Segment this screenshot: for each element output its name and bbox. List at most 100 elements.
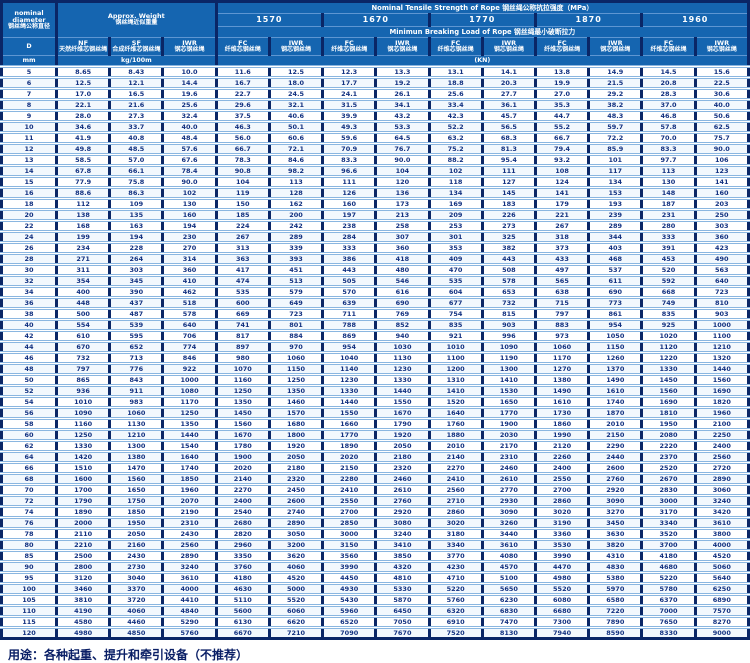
cell-value: 5520: [533, 582, 591, 595]
cell-value: 267: [214, 230, 271, 243]
cell-value: 27.0: [533, 87, 591, 100]
header-fc-1570: FC 纤维芯钢丝绳: [214, 37, 271, 56]
cell-value: 29.6: [214, 98, 271, 111]
approx-weight-en: Approx. Weight: [107, 12, 165, 21]
cell-value: 14.4: [161, 76, 218, 89]
cell-value: 1060: [267, 351, 325, 364]
cell-value: 1960: [161, 483, 218, 496]
cell-value: 193: [587, 197, 644, 210]
table-row: 11 41.9 40.8 48.4 56.0 60.6 59.6 64.5 63.2 68.3 66…: [0, 131, 750, 144]
cell-value: 1790: [374, 417, 431, 430]
cell-value: 50.1: [267, 120, 325, 133]
cell-value: 113: [640, 164, 697, 177]
cell-value: 135: [108, 208, 165, 221]
iwr-code: IWR: [608, 38, 623, 47]
cell-value: 2270: [427, 461, 484, 474]
cell-value: 4410: [161, 593, 218, 606]
cell-value: 453: [640, 252, 697, 265]
nominal-diameter-en1: nominal: [14, 8, 44, 17]
cell-value: 1650: [480, 395, 537, 408]
cell-value: 1080: [161, 384, 218, 397]
cell-value: 1450: [214, 406, 271, 419]
cell-value: 168: [54, 219, 112, 232]
cell-value: 4450: [321, 571, 378, 584]
header-weight-nf: NF 天然纤维芯钢丝绳: [54, 37, 112, 56]
cell-value: 443: [480, 252, 537, 265]
cell-value: 535: [427, 274, 484, 287]
cell-value: 2310: [161, 516, 218, 529]
cell-value: 1410: [427, 384, 484, 397]
cell-value: 2720: [693, 461, 750, 474]
cell-value: 4520: [693, 549, 750, 562]
cell-value: 8590: [587, 626, 644, 639]
cell-value: 3610: [480, 538, 537, 551]
cell-value: 118: [427, 175, 484, 188]
cell-value: 2560: [693, 450, 750, 463]
cell-value: 27.7: [480, 87, 537, 100]
cell-value: 2320: [267, 472, 325, 485]
cell-value: 2290: [587, 439, 644, 452]
cell-value: 570: [321, 285, 378, 298]
cell-value: 79.4: [533, 142, 591, 155]
table-row: 60 1250 1210 1440 1670 1800 1770 1920 1880 2030 19…: [0, 428, 750, 441]
cell-diameter: 9: [0, 109, 58, 122]
cell-value: 1880: [427, 428, 484, 441]
cell-value: 5110: [214, 593, 271, 606]
cell-value: 4680: [640, 560, 697, 573]
cell-value: 150: [214, 197, 271, 210]
cell-value: 815: [480, 307, 537, 320]
cell-value: 2150: [321, 461, 378, 474]
cell-value: 1690: [693, 384, 750, 397]
cell-value: 28.0: [54, 109, 112, 122]
cell-value: 723: [267, 307, 325, 320]
cell-value: 187: [640, 197, 697, 210]
cell-value: 2410: [427, 472, 484, 485]
cell-value: 437: [108, 296, 165, 309]
cell-value: 22.5: [693, 76, 750, 89]
cell-value: 921: [427, 329, 484, 342]
cell-value: 2050: [108, 527, 165, 540]
cell-value: 7670: [374, 626, 431, 639]
cell-value: 505: [321, 274, 378, 287]
cell-value: 4080: [480, 549, 537, 562]
iwr-code: IWR: [501, 38, 517, 47]
cell-value: 253: [427, 219, 484, 232]
cell-value: 1560: [640, 384, 697, 397]
table-row: 95 3120 3040 3610 4180 4520 4450 4810 4710 5100 49…: [0, 571, 750, 584]
cell-value: 546: [374, 274, 431, 287]
cell-diameter: 44: [0, 340, 58, 353]
cell-value: 66.7: [533, 131, 591, 144]
cell-value: 2460: [480, 461, 537, 474]
cell-value: 318: [533, 230, 591, 243]
table-row: 74 1890 1850 2190 2540 2740 2700 2920 2860 3090 30…: [0, 505, 750, 518]
cell-value: 102: [161, 186, 218, 199]
cell-value: 32.4: [161, 109, 218, 122]
cell-value: 66.1: [108, 164, 165, 177]
cell-value: 289: [267, 230, 325, 243]
cell-value: 19.6: [161, 87, 218, 100]
cell-value: 153: [587, 186, 644, 199]
cell-value: 313: [214, 241, 271, 254]
cell-value: 59.7: [587, 120, 644, 133]
cell-value: 6080: [533, 593, 591, 606]
table-row: 44 670 652 774 897 970 954 1030 1010 1090 1060 1150…: [0, 340, 750, 353]
cell-value: 2700: [533, 483, 591, 496]
header-nominal-diameter: nominal diameter 钢丝绳公称直径: [0, 1, 58, 38]
cell-diameter: 115: [0, 615, 58, 628]
cell-value: 1090: [480, 340, 537, 353]
cell-diameter: 11: [0, 131, 58, 144]
cell-value: 12.5: [267, 65, 325, 78]
cell-diameter: 58: [0, 417, 58, 430]
cell-value: 2500: [54, 549, 112, 562]
cell-diameter: 28: [0, 252, 58, 265]
cell-diameter: 13: [0, 153, 58, 166]
cell-value: 108: [533, 164, 591, 177]
cell-value: 37.5: [214, 109, 271, 122]
cell-value: 43.2: [374, 109, 431, 122]
cell-value: 4980: [54, 626, 112, 639]
cell-value: 41.9: [54, 131, 112, 144]
cell-value: 5380: [587, 571, 644, 584]
cell-value: 1740: [587, 395, 644, 408]
cell-value: 996: [480, 329, 537, 342]
cell-diameter: 80: [0, 538, 58, 551]
